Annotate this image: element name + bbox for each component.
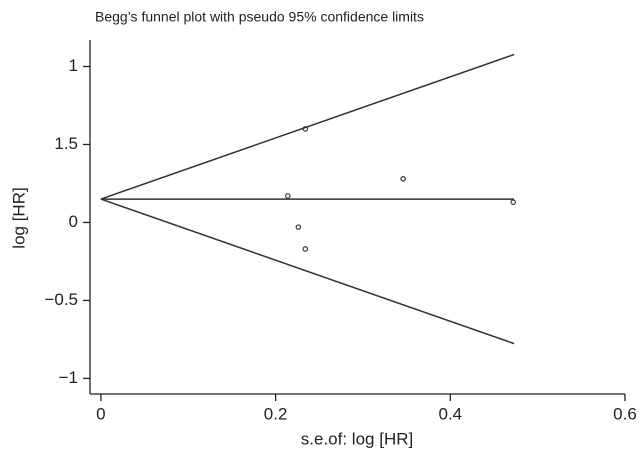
funnel-line bbox=[100, 53, 515, 200]
y-tick-label: −1 bbox=[59, 368, 78, 387]
chart-title: Begg’s funnel plot with pseudo 95% confi… bbox=[95, 9, 424, 25]
study-point bbox=[285, 193, 291, 199]
study-point bbox=[295, 224, 302, 230]
x-tick-label: 0 bbox=[96, 404, 105, 423]
x-tick-label: 0.4 bbox=[438, 404, 462, 423]
y-tick-label: 1.5 bbox=[54, 134, 78, 153]
y-axis-label: log [HR] bbox=[9, 187, 28, 248]
y-tick-label: 0 bbox=[69, 212, 78, 231]
y-tick-label: 1 bbox=[69, 56, 78, 75]
x-tick-label: 0.6 bbox=[613, 404, 637, 423]
study-point bbox=[302, 246, 309, 252]
study-point bbox=[510, 199, 516, 205]
study-point bbox=[400, 175, 406, 182]
y-tick-label: −0.5 bbox=[44, 290, 78, 309]
funnel-line bbox=[100, 198, 515, 345]
x-tick-label: 0.2 bbox=[264, 404, 288, 423]
x-axis-label: s.e.of: log [HR] bbox=[301, 429, 413, 448]
